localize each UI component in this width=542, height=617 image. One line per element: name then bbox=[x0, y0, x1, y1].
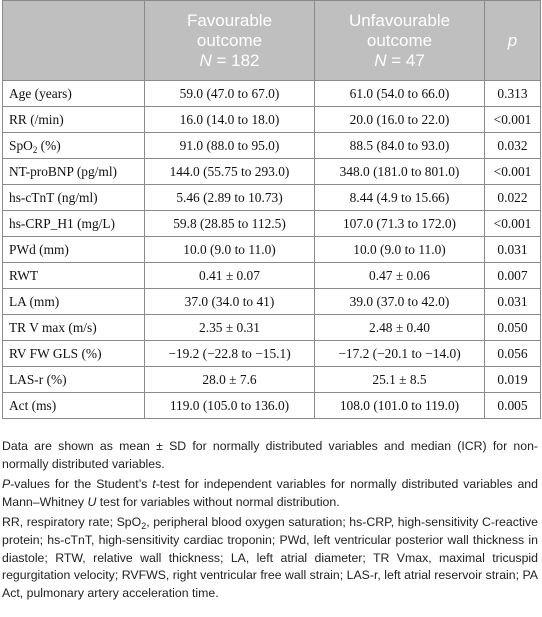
cell-favourable: 28.0 ± 7.6 bbox=[144, 366, 315, 393]
row-label: LA (mm) bbox=[2, 288, 145, 315]
header-favourable: Favourable outcome N = 182 bbox=[144, 0, 315, 81]
table-row: Age (years) 59.0 (47.0 to 67.0) 61.0 (54… bbox=[2, 80, 541, 107]
cell-unfavourable: 2.48 ± 0.40 bbox=[314, 314, 485, 341]
footnote-tests-p: P bbox=[2, 477, 11, 492]
row-label: PWd (mm) bbox=[2, 236, 145, 263]
table-container: Favourable outcome N = 182 Unfavourable … bbox=[2, 0, 541, 419]
cell-unfavourable: 108.0 (101.0 to 119.0) bbox=[314, 392, 485, 419]
cell-p-value: 0.031 bbox=[484, 236, 541, 263]
header-unfavourable-line1: Unfavourable bbox=[348, 10, 451, 30]
row-label: LAS-r (%) bbox=[2, 366, 145, 393]
row-label: Act (ms) bbox=[2, 392, 145, 419]
footnote-statistics: Data are shown as mean ± SD for normally… bbox=[2, 439, 538, 471]
cell-unfavourable: −17.2 (−20.1 to −14.0) bbox=[314, 340, 485, 367]
cell-favourable: 59.8 (28.85 to 112.5) bbox=[144, 210, 315, 237]
table-row: PWd (mm) 10.0 (9.0 to 11.0) 10.0 (9.0 to… bbox=[2, 236, 541, 263]
header-favourable-n: N = 182 bbox=[145, 51, 314, 71]
row-label-post: (%) bbox=[37, 137, 61, 153]
row-label: hs-cTnT (ng/ml) bbox=[2, 184, 145, 211]
table-row: LAS-r (%) 28.0 ± 7.6 25.1 ± 8.5 0.019 bbox=[2, 366, 541, 393]
cell-p-value: 0.019 bbox=[484, 366, 541, 393]
table-row: hs-CRP_H1 (mg/L) 59.8 (28.85 to 112.5) 1… bbox=[2, 210, 541, 237]
cell-favourable: 119.0 (105.0 to 136.0) bbox=[144, 392, 315, 419]
cell-favourable: 144.0 (55.75 to 293.0) bbox=[144, 158, 315, 185]
header-unfavourable: Unfavourable outcome N = 47 bbox=[314, 0, 485, 81]
cell-p-value: 0.022 bbox=[484, 184, 541, 211]
table-row: RR (/min) 16.0 (14.0 to 18.0) 20.0 (16.0… bbox=[2, 106, 541, 133]
cell-p-value: 0.050 bbox=[484, 314, 541, 341]
cell-p-value: <0.001 bbox=[484, 210, 541, 237]
cell-p-value: <0.001 bbox=[484, 106, 541, 133]
cell-favourable: 16.0 (14.0 to 18.0) bbox=[144, 106, 315, 133]
footnote-tests-b: -test for independent variables for norm… bbox=[2, 477, 538, 509]
header-p-value: p bbox=[484, 0, 541, 81]
row-label: TR V max (m/s) bbox=[2, 314, 145, 341]
header-unfavourable-n-label: N bbox=[374, 50, 387, 70]
footnote-tests: P-values for the Student’s t-test for in… bbox=[2, 476, 538, 511]
cell-favourable: 37.0 (34.0 to 41) bbox=[144, 288, 315, 315]
cell-p-value: 0.056 bbox=[484, 340, 541, 367]
table-row: NT-proBNP (pg/ml) 144.0 (55.75 to 293.0)… bbox=[2, 158, 541, 185]
footnote-tests-c: test for variables without normal distri… bbox=[96, 494, 340, 509]
row-label: RWT bbox=[2, 262, 145, 289]
footnote-abbreviations: RR, respiratory rate; SpO2, peripheral b… bbox=[2, 514, 538, 602]
cell-p-value: 0.032 bbox=[484, 132, 541, 159]
footnote-tests-a: -values for the Student’s bbox=[10, 477, 153, 492]
header-favourable-line2: outcome bbox=[196, 30, 263, 50]
row-label: RR (/min) bbox=[2, 106, 145, 133]
cell-p-value: 0.313 bbox=[484, 80, 541, 107]
cell-favourable: 59.0 (47.0 to 67.0) bbox=[144, 80, 315, 107]
table-row: Act (ms) 119.0 (105.0 to 136.0) 108.0 (1… bbox=[2, 392, 541, 419]
cell-unfavourable: 20.0 (16.0 to 22.0) bbox=[314, 106, 485, 133]
cell-favourable: −19.2 (−22.8 to −15.1) bbox=[144, 340, 315, 367]
cell-unfavourable: 348.0 (181.0 to 801.0) bbox=[314, 158, 485, 185]
row-label: RV FW GLS (%) bbox=[2, 340, 145, 367]
cell-unfavourable: 0.47 ± 0.06 bbox=[314, 262, 485, 289]
data-table: Favourable outcome N = 182 Unfavourable … bbox=[2, 0, 541, 419]
cell-unfavourable: 39.0 (37.0 to 42.0) bbox=[314, 288, 485, 315]
row-label-pre: SpO bbox=[9, 137, 33, 153]
cell-p-value: 0.005 bbox=[484, 392, 541, 419]
table-footnotes: Data are shown as mean ± SD for normally… bbox=[2, 438, 538, 602]
cell-p-value: <0.001 bbox=[484, 158, 541, 185]
row-label: hs-CRP_H1 (mg/L) bbox=[2, 210, 145, 237]
cell-p-value: 0.031 bbox=[484, 288, 541, 315]
cell-unfavourable: 107.0 (71.3 to 172.0) bbox=[314, 210, 485, 237]
table-row: TR V max (m/s) 2.35 ± 0.31 2.48 ± 0.40 0… bbox=[2, 314, 541, 341]
row-label: SpO2 (%) bbox=[2, 132, 145, 159]
cell-unfavourable: 61.0 (54.0 to 66.0) bbox=[314, 80, 485, 107]
footnote-tests-u: U bbox=[87, 494, 97, 509]
header-unfavourable-n-value: = 47 bbox=[386, 50, 425, 70]
cell-favourable: 2.35 ± 0.31 bbox=[144, 314, 315, 341]
row-label: NT-proBNP (pg/ml) bbox=[2, 158, 145, 185]
cell-unfavourable: 8.44 (4.9 to 15.66) bbox=[314, 184, 485, 211]
header-favourable-n-value: = 182 bbox=[211, 50, 260, 70]
cell-favourable: 5.46 (2.89 to 10.73) bbox=[144, 184, 315, 211]
header-p-label: p bbox=[507, 30, 518, 50]
footnote-abbr-sub: 2 bbox=[141, 521, 147, 532]
cell-unfavourable: 10.0 (9.0 to 11.0) bbox=[314, 236, 485, 263]
table-row: RWT 0.41 ± 0.07 0.47 ± 0.06 0.007 bbox=[2, 262, 541, 289]
table-row: SpO2 (%) 91.0 (88.0 to 95.0) 88.5 (84.0 … bbox=[2, 132, 541, 159]
cell-unfavourable: 25.1 ± 8.5 bbox=[314, 366, 485, 393]
row-label-sub: 2 bbox=[32, 144, 38, 155]
header-unfavourable-n: N = 47 bbox=[315, 51, 484, 71]
cell-favourable: 10.0 (9.0 to 11.0) bbox=[144, 236, 315, 263]
table-row: RV FW GLS (%) −19.2 (−22.8 to −15.1) −17… bbox=[2, 340, 541, 367]
table-row: hs-cTnT (ng/ml) 5.46 (2.89 to 10.73) 8.4… bbox=[2, 184, 541, 211]
header-favourable-line1: Favourable bbox=[186, 10, 273, 30]
row-label: Age (years) bbox=[2, 80, 145, 107]
header-unfavourable-line2: outcome bbox=[366, 30, 433, 50]
cell-unfavourable: 88.5 (84.0 to 93.0) bbox=[314, 132, 485, 159]
footnote-abbr-b: , peripheral blood oxygen saturation; hs… bbox=[2, 515, 538, 600]
cell-favourable: 91.0 (88.0 to 95.0) bbox=[144, 132, 315, 159]
cell-p-value: 0.007 bbox=[484, 262, 541, 289]
header-row: Favourable outcome N = 182 Unfavourable … bbox=[2, 0, 541, 81]
footnote-tests-t: t bbox=[152, 477, 156, 492]
table-row: LA (mm) 37.0 (34.0 to 41) 39.0 (37.0 to … bbox=[2, 288, 541, 315]
cell-favourable: 0.41 ± 0.07 bbox=[144, 262, 315, 289]
footnote-abbr-a: RR, respiratory rate; SpO bbox=[2, 515, 142, 530]
header-variable bbox=[2, 0, 145, 81]
header-favourable-n-label: N bbox=[199, 50, 212, 70]
